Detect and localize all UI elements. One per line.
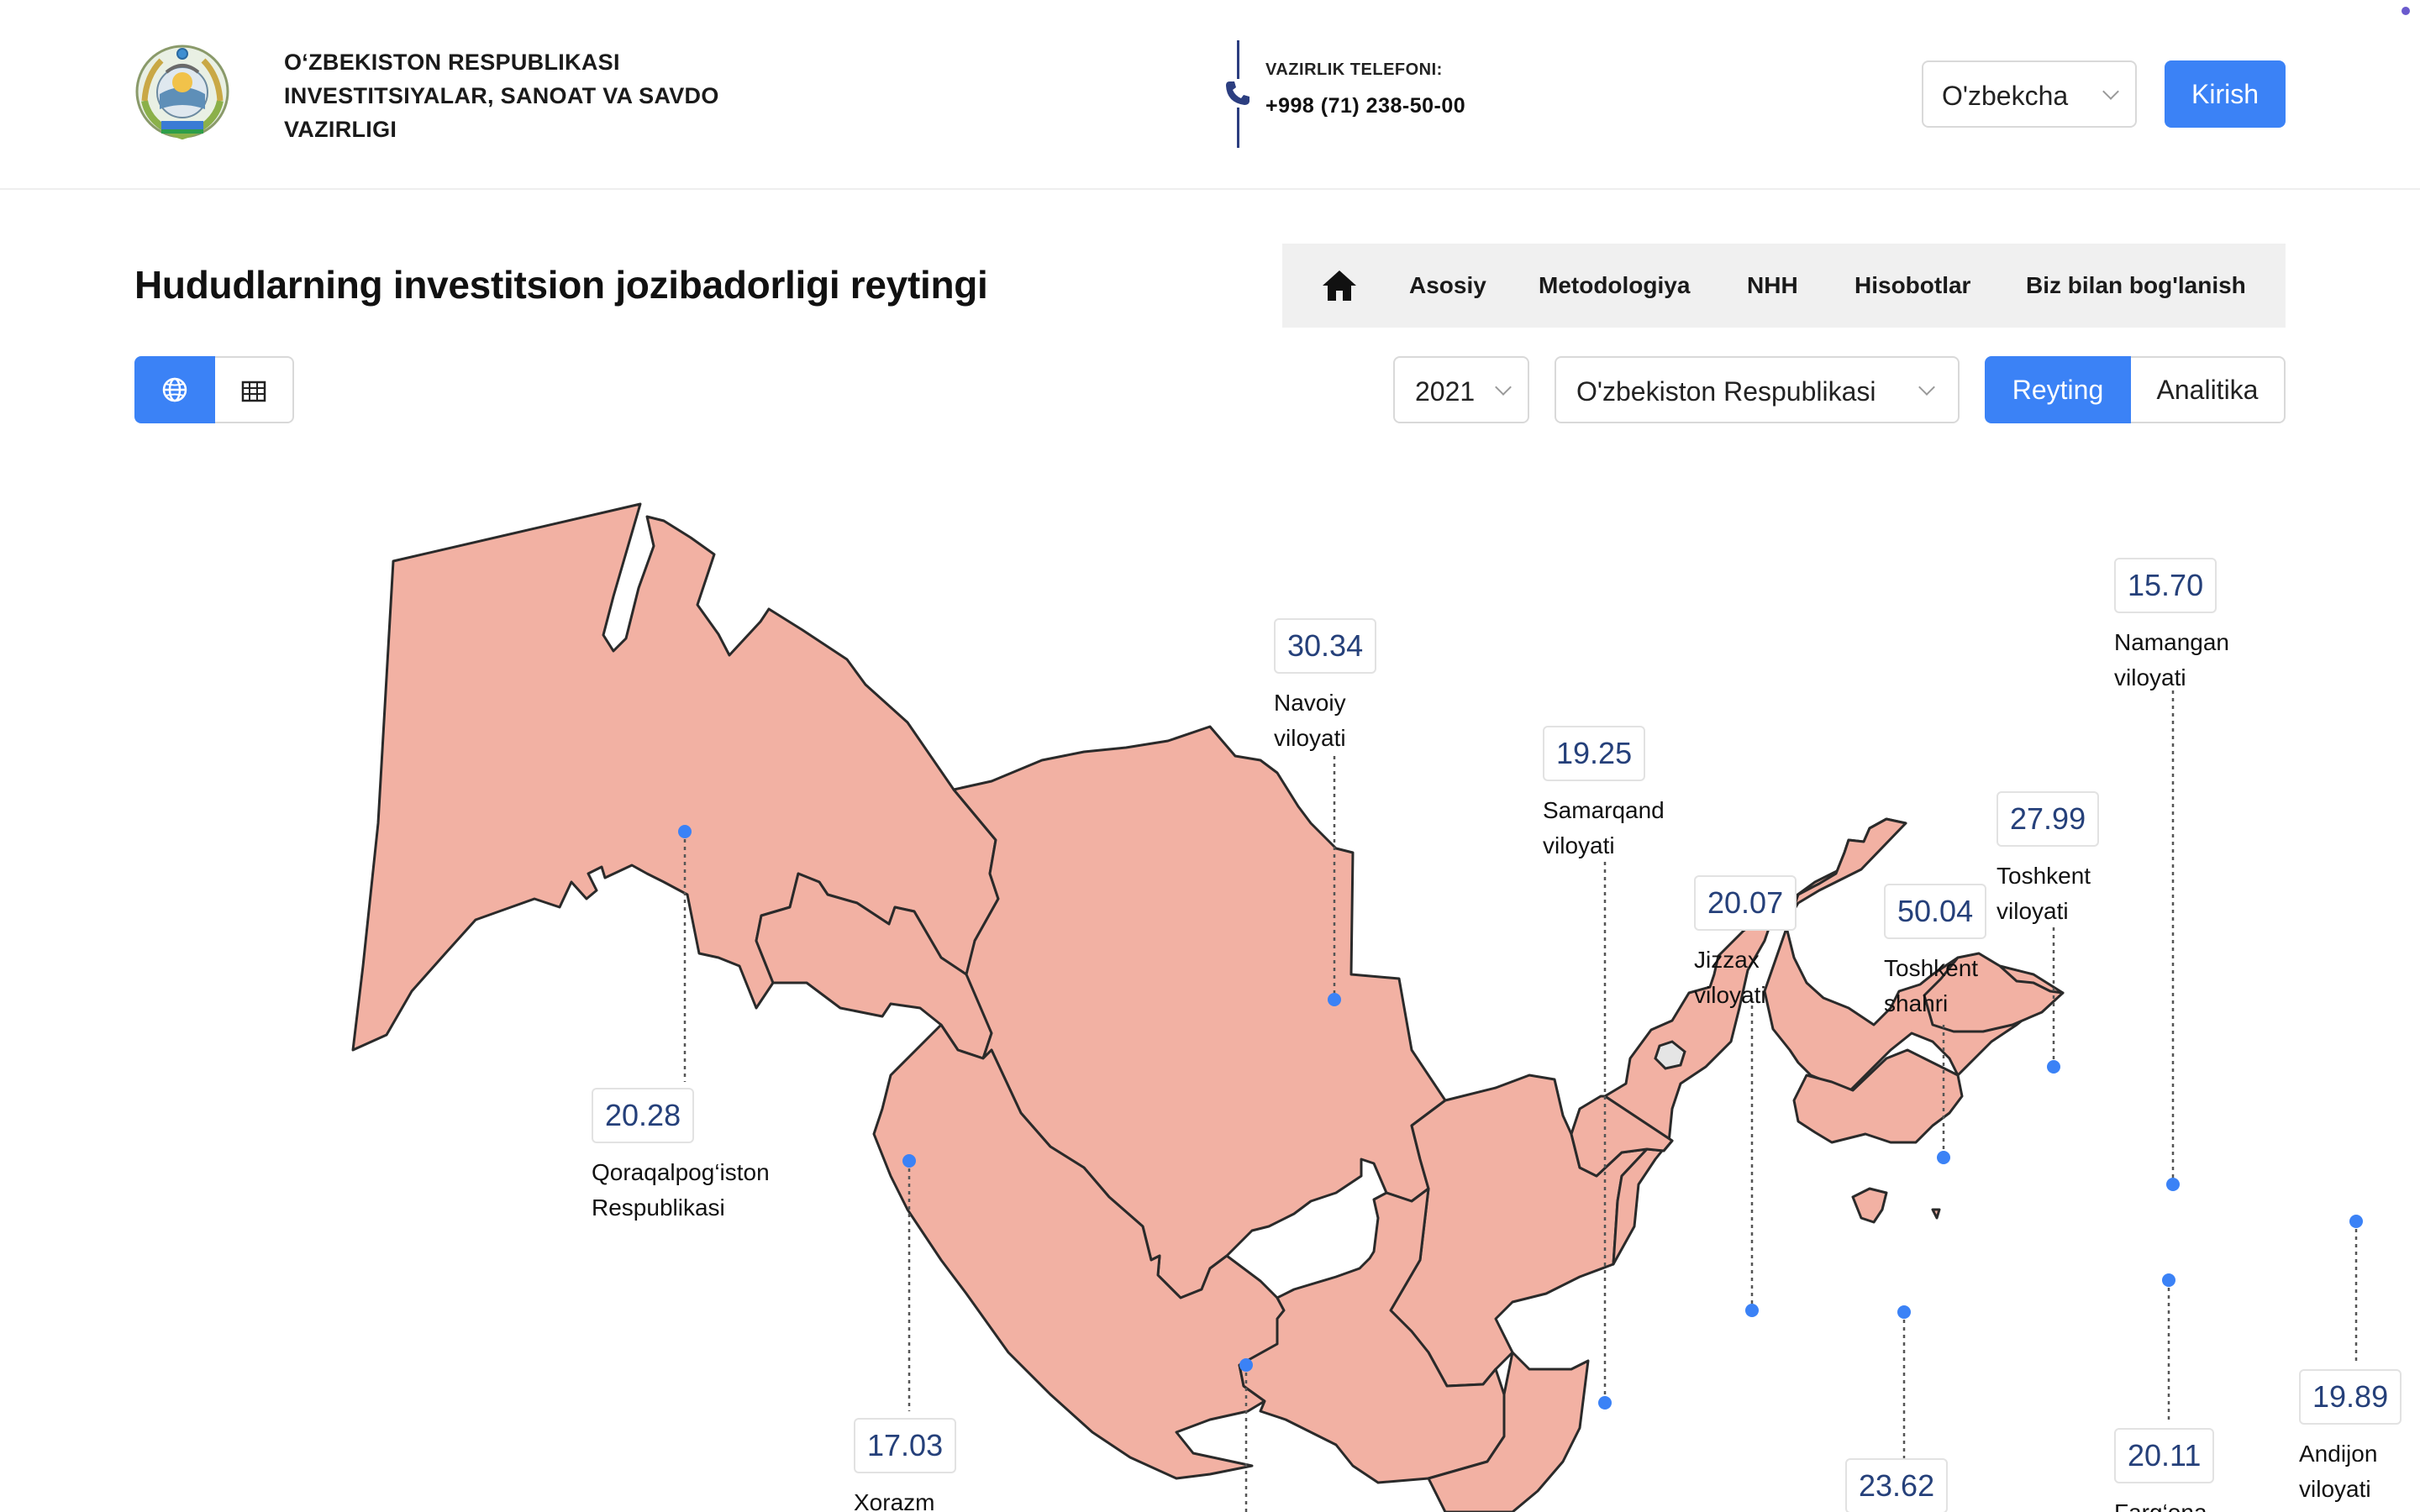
chevron-down-icon — [1495, 379, 1512, 396]
phone-number[interactable]: +998 (71) 238-50-00 — [1265, 94, 1466, 118]
region-shape-andijon[interactable] — [1851, 1187, 1888, 1224]
table-view-button[interactable] — [215, 356, 294, 423]
label-23-62[interactable]: 23.62 — [1845, 1458, 1949, 1512]
region-name: Namangan viloyati — [2114, 629, 2229, 690]
ministry-name[interactable]: O‘ZBEKISTON RESPUBLIKASI INVESTITSIYALAR… — [284, 45, 788, 146]
chevron-down-icon — [2102, 83, 2119, 100]
status-dot — [2402, 7, 2410, 15]
view-toggle — [134, 356, 294, 423]
region-shape-fargona[interactable] — [1792, 1048, 1964, 1144]
region-shape-buxoro[interactable] — [872, 1023, 1286, 1480]
main-nav: Asosiy Metodologiya NHH Hisobotlar Biz b… — [1282, 244, 2286, 328]
region-value: 20.07 — [1694, 875, 1797, 931]
region-name: Xorazm — [854, 1489, 935, 1512]
chevron-down-icon — [1918, 379, 1935, 396]
region-name: Farg‘ona — [2114, 1495, 2214, 1512]
nav-item-asosiy[interactable]: Asosiy — [1409, 272, 1486, 298]
region-name: Samarqand viloyati — [1543, 797, 1665, 858]
anchor-dot — [1598, 1396, 1612, 1410]
anchor-dot — [2162, 1273, 2175, 1287]
anchor-dot — [2047, 1060, 2060, 1074]
label-toshkent-viloyati[interactable]: 27.99 Toshkent viloyati — [1996, 791, 2100, 929]
region-value: 20.11 — [2114, 1428, 2215, 1483]
region-shape-sirdaryo[interactable] — [1570, 1095, 1674, 1178]
region-name: Jizzax viloyati — [1694, 947, 1766, 1008]
region-value: 50.04 — [1884, 884, 1987, 939]
anchor-dot — [2349, 1215, 2363, 1228]
anchor-dot — [1239, 1358, 1253, 1372]
label-samarqand[interactable]: 19.25 Samarqand viloyati — [1543, 726, 1665, 864]
map-svg — [351, 502, 2363, 1512]
language-select-value: O'zbekcha — [1942, 81, 2069, 111]
region-name: Toshkent viloyati — [1996, 863, 2091, 924]
anchor-dot — [2166, 1178, 2180, 1191]
mode-toggle: Reyting Analitika — [1985, 356, 2286, 423]
region-value: 20.28 — [592, 1088, 695, 1143]
region-value: 23.62 — [1845, 1458, 1949, 1512]
reyting-tab[interactable]: Reyting — [1985, 356, 2131, 423]
page-title: Hududlarning investitsion jozibadorligi … — [134, 263, 988, 307]
anchor-dot — [1328, 993, 1341, 1006]
region-value: 17.03 — [854, 1418, 957, 1473]
phone-label: VAZIRLIK TELEFONI: — [1265, 60, 1443, 79]
anchor-dot — [1745, 1304, 1759, 1317]
ministry-name-line-3: VAZIRLIGI — [284, 117, 397, 142]
region-value: 15.70 — [2114, 558, 2217, 613]
label-fargona[interactable]: 20.11 Farg‘ona — [2114, 1428, 2215, 1512]
region-shape-sox-enclave[interactable] — [1931, 1208, 1941, 1220]
anchor-dot — [1937, 1151, 1950, 1164]
ministry-name-line-2: INVESTITSIYALAR, SANOAT VA SAVDO — [284, 83, 719, 108]
login-button[interactable]: Kirish — [2165, 60, 2286, 128]
site-header: O‘ZBEKISTON RESPUBLIKASI INVESTITSIYALAR… — [0, 0, 2420, 190]
region-shape-surxondaryo[interactable] — [1427, 1351, 1590, 1512]
label-xorazm[interactable]: 17.03 Xorazm — [854, 1418, 957, 1512]
table-icon — [241, 381, 266, 402]
region-name: Qoraqalpog‘iston Respublikasi — [592, 1159, 770, 1221]
language-select[interactable]: O'zbekcha — [1922, 60, 2137, 128]
ministry-name-line-1: O‘ZBEKISTON RESPUBLIKASI — [284, 50, 620, 75]
region-shape-toshkent-shahri[interactable] — [1654, 1040, 1686, 1070]
nav-item-nhh[interactable]: NHH — [1747, 272, 1798, 298]
nav-item-contact[interactable]: Biz bilan bog'lanish — [2026, 272, 2246, 298]
uzbekistan-map: 20.28 Qoraqalpog‘iston Respublikasi 30.3… — [0, 470, 2420, 1512]
region-value: 19.89 — [2299, 1369, 2402, 1425]
region-value: 30.34 — [1274, 618, 1377, 674]
map-view-button[interactable] — [134, 356, 215, 423]
region-name: Andijon viloyati — [2299, 1441, 2378, 1502]
region-select[interactable]: O'zbekiston Respublikasi — [1555, 356, 1960, 423]
year-select[interactable]: 2021 — [1393, 356, 1529, 423]
region-name: Navoiy viloyati — [1274, 690, 1346, 751]
nav-item-metodologiya[interactable]: Metodologiya — [1539, 272, 1691, 298]
phone-icon — [1223, 79, 1252, 108]
region-shape-qashqadaryo[interactable] — [1238, 1187, 1506, 1484]
region-value: 27.99 — [1996, 791, 2100, 847]
anchor-dot — [678, 825, 692, 838]
anchor-dot — [1897, 1305, 1911, 1319]
label-qoraqalpogiston[interactable]: 20.28 Qoraqalpog‘iston Respublikasi — [592, 1088, 770, 1226]
home-icon[interactable] — [1319, 265, 1360, 306]
state-emblem-icon — [135, 45, 229, 140]
label-jizzax[interactable]: 20.07 Jizzax viloyati — [1694, 875, 1797, 1013]
anchor-dot — [902, 1154, 916, 1168]
region-select-value: O'zbekiston Respublikasi — [1576, 376, 1876, 407]
label-toshkent-shahri[interactable]: 50.04 Toshkent shahri — [1884, 884, 1987, 1021]
label-andijon[interactable]: 19.89 Andijon viloyati — [2299, 1369, 2402, 1507]
label-navoiy[interactable]: 30.34 Navoiy viloyati — [1274, 618, 1377, 756]
region-value: 19.25 — [1543, 726, 1646, 781]
globe-icon — [162, 377, 187, 402]
region-shape-namangan[interactable] — [1923, 952, 2065, 1033]
label-namangan[interactable]: 15.70 Namangan viloyati — [2114, 558, 2229, 696]
analitika-tab[interactable]: Analitika — [2131, 356, 2286, 423]
nav-item-hisobotlar[interactable]: Hisobotlar — [1854, 272, 1971, 298]
year-select-value: 2021 — [1415, 376, 1476, 407]
region-name: Toshkent shahri — [1884, 955, 1979, 1016]
